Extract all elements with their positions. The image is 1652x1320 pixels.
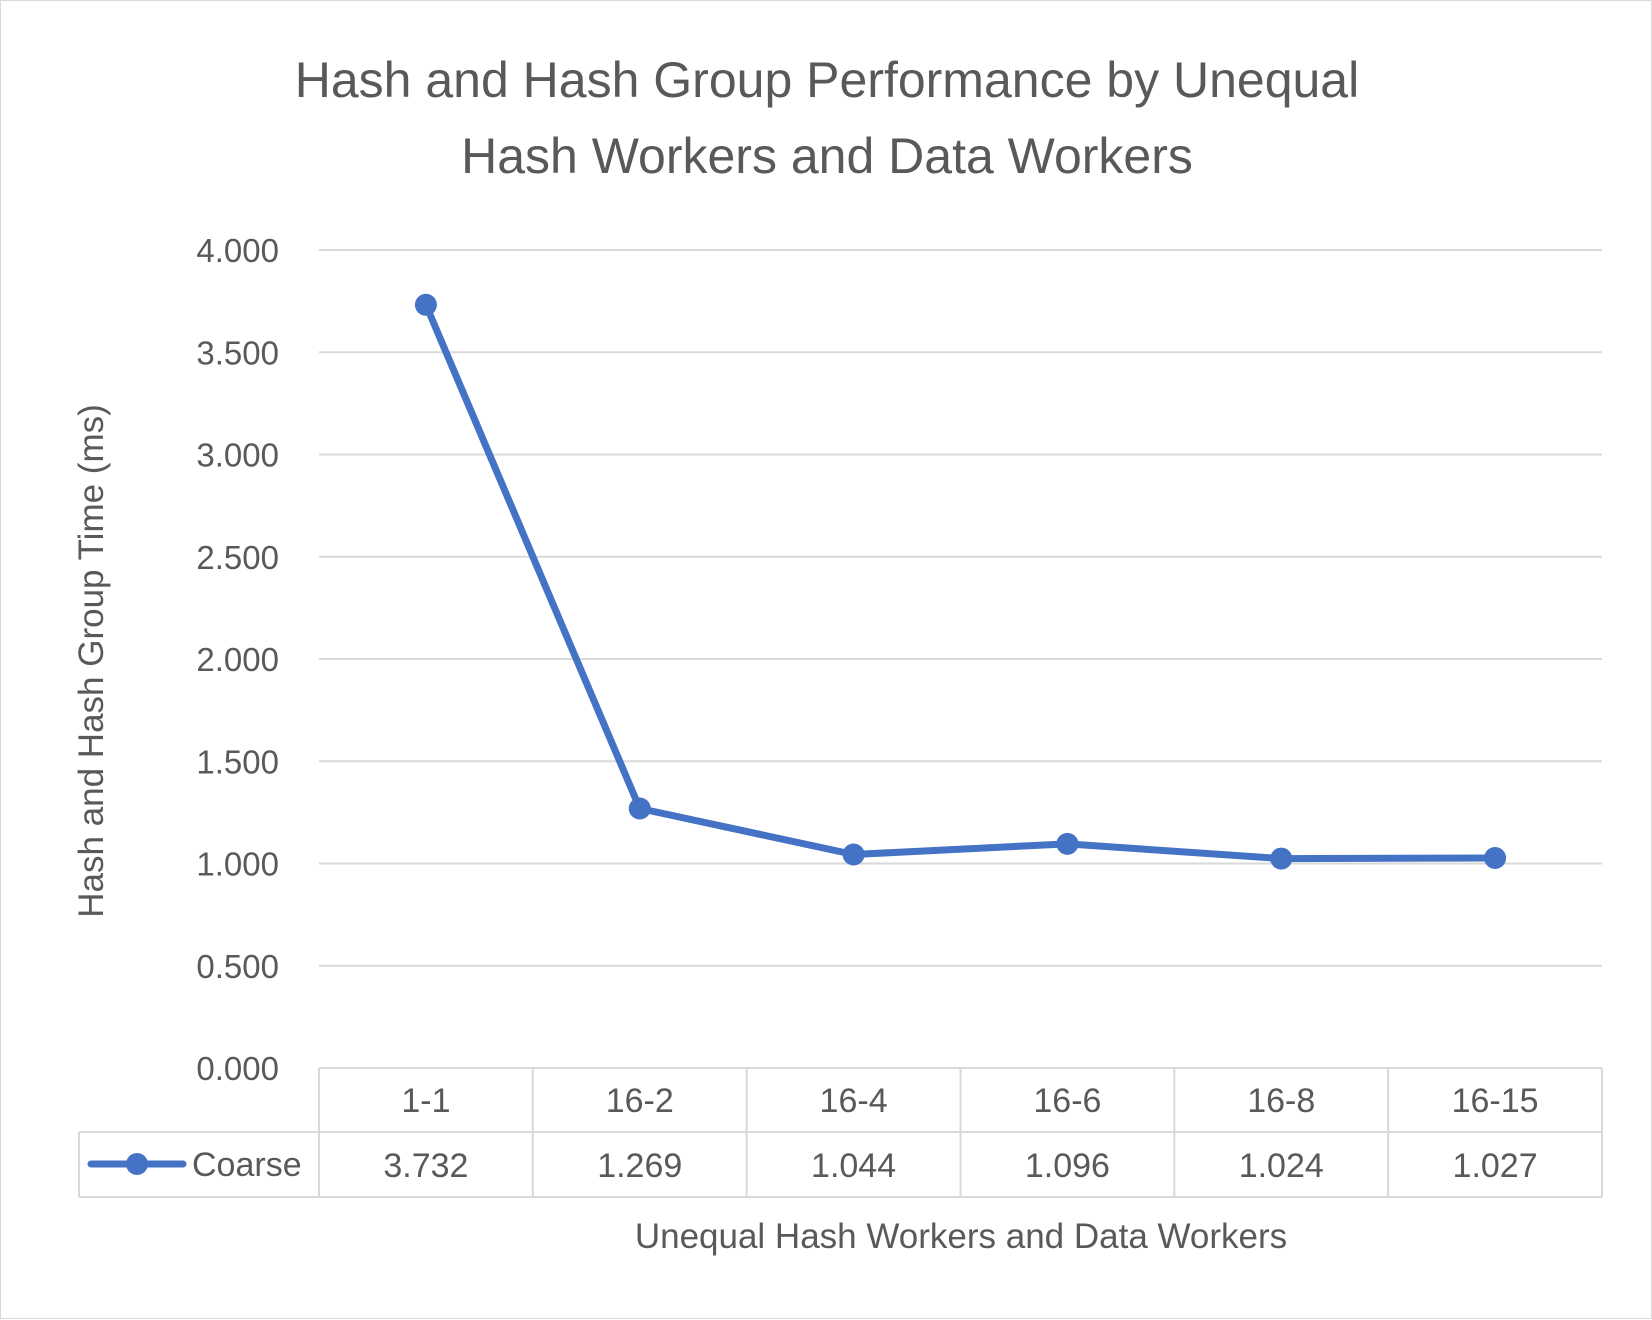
category-label: 16-15 xyxy=(1452,1082,1539,1120)
y-tick-labels: 0.000 0.500 1.000 1.500 2.000 2.500 3.000 3.500… xyxy=(196,232,279,1087)
y-tick-label: 1.500 xyxy=(196,743,279,780)
y-tick-label: 2.000 xyxy=(196,641,279,678)
category-label: 16-4 xyxy=(820,1082,888,1120)
data-table: 1-1 16-2 16-4 16-6 16-8 16-15 3.732 1.269 1.044 1… xyxy=(78,1067,1603,1198)
data-value-label: 1.269 xyxy=(597,1147,682,1185)
data-value-label: 1.027 xyxy=(1453,1147,1538,1185)
legend-key-marker xyxy=(126,1153,148,1175)
data-point xyxy=(1484,846,1507,869)
y-axis-title: Hash and Hash Group Time (ms) xyxy=(72,404,111,918)
data-value-label: 1.024 xyxy=(1239,1147,1324,1185)
category-label: 1-1 xyxy=(401,1082,450,1120)
y-tick-label: 3.000 xyxy=(196,437,279,474)
data-point xyxy=(414,293,437,316)
y-tick-label: 1.000 xyxy=(196,846,279,883)
x-axis-title: Unequal Hash Workers and Data Workers xyxy=(635,1217,1287,1256)
chart-title-line-2: Hash Workers and Data Workers xyxy=(461,128,1193,184)
legend-series-name: Coarse xyxy=(192,1146,302,1184)
series-line xyxy=(422,301,1499,863)
y-tick-label: 0.500 xyxy=(196,948,279,985)
category-label: 16-6 xyxy=(1033,1082,1101,1120)
y-tick-label: 3.500 xyxy=(196,334,279,371)
data-value-label: 1.044 xyxy=(811,1147,896,1185)
data-point xyxy=(1270,847,1293,870)
category-label: 16-2 xyxy=(606,1082,674,1120)
chart-title-line-1: Hash and Hash Group Performance by Unequ… xyxy=(295,52,1359,108)
y-tick-label: 4.000 xyxy=(196,232,279,269)
data-point xyxy=(628,797,651,820)
y-tick-label: 2.500 xyxy=(196,539,279,576)
data-point xyxy=(842,843,865,866)
category-label: 16-8 xyxy=(1247,1082,1315,1120)
data-value-label: 1.096 xyxy=(1025,1147,1110,1185)
data-value-label: 3.732 xyxy=(383,1147,468,1185)
series-layer xyxy=(414,293,1507,870)
data-point xyxy=(1056,832,1079,855)
y-tick-label: 0.000 xyxy=(196,1050,279,1087)
